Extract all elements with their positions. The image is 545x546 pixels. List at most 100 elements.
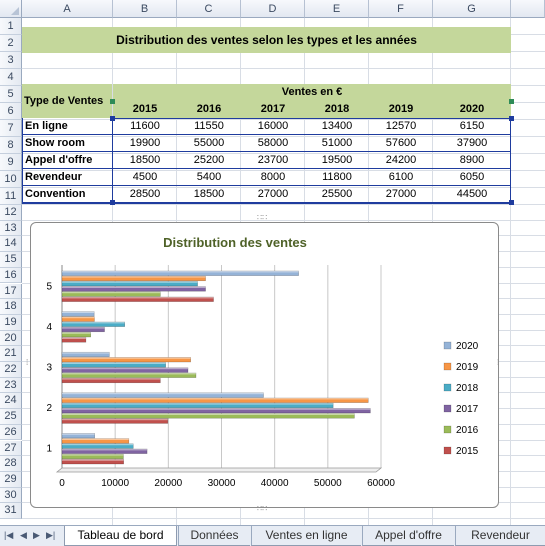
chart-resize-handle-top[interactable]: ∷∷ — [257, 213, 268, 222]
bar-2015-cat-4[interactable] — [61, 337, 87, 343]
row-header-26[interactable]: 26 — [0, 424, 22, 441]
bar-2019-cat-3[interactable] — [61, 357, 191, 363]
row-header-2[interactable]: 2 — [0, 35, 22, 52]
bar-2015-cat-2[interactable] — [61, 418, 169, 424]
row-label[interactable]: Convention — [22, 186, 112, 203]
year-header-2018[interactable]: 2018 — [305, 101, 369, 118]
ventes-header[interactable]: Ventes en € — [113, 84, 511, 101]
row-header-17[interactable]: 17 — [0, 283, 22, 300]
column-header-f[interactable]: F — [369, 0, 433, 18]
row-header-7[interactable]: 7 — [0, 120, 22, 137]
last-sheet-icon[interactable]: ▶| — [46, 530, 56, 540]
row-header-4[interactable]: 4 — [0, 69, 22, 86]
bar-2017-cat-5[interactable] — [61, 286, 206, 292]
row-header-25[interactable]: 25 — [0, 409, 22, 425]
row-label[interactable]: Revendeur — [22, 169, 112, 186]
column-header-c[interactable]: C — [177, 0, 241, 18]
row-header-27[interactable]: 27 — [0, 440, 22, 457]
bar-2020-cat-5[interactable] — [61, 270, 299, 276]
bar-2015-cat-3[interactable] — [61, 377, 161, 384]
table-cell[interactable]: 6100 — [369, 169, 433, 186]
bar-2018-cat-4[interactable] — [61, 321, 125, 327]
bar-2017-cat-4[interactable] — [61, 326, 105, 333]
column-header-g[interactable]: G — [433, 0, 511, 18]
row-label[interactable]: En ligne — [22, 118, 112, 135]
sheet-tab-2[interactable]: Ventes en ligne — [251, 526, 361, 546]
row-label[interactable]: Appel d'offre — [22, 152, 112, 169]
bar-2016-cat-1[interactable] — [61, 453, 124, 460]
table-cell[interactable]: 25200 — [177, 152, 241, 169]
chart-resize-handle-bottom[interactable]: ∷∷ — [257, 504, 268, 513]
bar-2020-cat-1[interactable] — [61, 433, 95, 439]
table-cell[interactable]: 6050 — [433, 169, 511, 186]
selection-handle[interactable] — [509, 99, 514, 104]
bar-2017-cat-1[interactable] — [61, 448, 148, 454]
bar-2020-cat-3[interactable] — [61, 351, 110, 358]
bar-2016-cat-5[interactable] — [61, 291, 161, 297]
bar-2020-cat-4[interactable] — [61, 311, 95, 317]
bar-2017-cat-2[interactable] — [61, 408, 371, 414]
sheet-tab-4[interactable]: Revendeur — [455, 526, 545, 546]
row-header-13[interactable]: 13 — [0, 220, 22, 237]
table-cell[interactable]: 16000 — [241, 118, 305, 135]
bar-2020-cat-2[interactable] — [61, 392, 264, 398]
row-header-28[interactable]: 28 — [0, 456, 22, 472]
year-header-2016[interactable]: 2016 — [177, 101, 241, 118]
row-header-5[interactable]: 5 — [0, 86, 22, 103]
sheet-tab-0[interactable]: Tableau de bord — [64, 526, 177, 546]
row-header-31[interactable]: 31 — [0, 503, 22, 519]
selection-handle[interactable] — [509, 116, 514, 121]
column-header-a[interactable]: A — [22, 0, 113, 18]
bar-2019-cat-4[interactable] — [61, 316, 95, 322]
bar-2016-cat-4[interactable] — [61, 332, 91, 338]
bar-2019-cat-2[interactable] — [61, 397, 369, 403]
row-header-14[interactable]: 14 — [0, 236, 22, 253]
table-cell[interactable]: 24200 — [369, 152, 433, 169]
bar-2018-cat-2[interactable] — [61, 402, 334, 409]
table-cell[interactable]: 23700 — [241, 152, 305, 169]
table-cell[interactable]: 6150 — [433, 118, 511, 135]
next-sheet-icon[interactable]: ▶ — [33, 530, 40, 540]
row-header-23[interactable]: 23 — [0, 377, 22, 394]
row-header-20[interactable]: 20 — [0, 330, 22, 347]
table-cell[interactable]: 58000 — [241, 135, 305, 152]
chart-resize-handle-right[interactable]: ⁞ — [497, 358, 500, 367]
row-header-19[interactable]: 19 — [0, 314, 22, 331]
chart-object[interactable]: Distribution des ventes 0 10000 20000 30000 4… — [30, 222, 499, 508]
row-header-16[interactable]: 16 — [0, 267, 22, 284]
table-cell[interactable]: 12570 — [369, 118, 433, 135]
row-header-24[interactable]: 24 — [0, 393, 22, 410]
prev-sheet-icon[interactable]: ◀ — [20, 530, 27, 540]
table-cell[interactable]: 11550 — [177, 118, 241, 135]
table-cell[interactable]: 13400 — [305, 118, 369, 135]
row-label[interactable]: Show room — [22, 135, 112, 152]
row-header-29[interactable]: 29 — [0, 471, 22, 488]
column-header-b[interactable]: B — [113, 0, 177, 18]
bar-2019-cat-5[interactable] — [61, 275, 206, 282]
table-cell[interactable]: 4500 — [113, 169, 177, 186]
row-header-30[interactable]: 30 — [0, 487, 22, 504]
row-header-8[interactable]: 8 — [0, 137, 22, 154]
table-cell[interactable]: 51000 — [305, 135, 369, 152]
bar-2015-cat-5[interactable] — [61, 296, 214, 302]
row-header-11[interactable]: 11 — [0, 188, 22, 205]
chart-title[interactable]: Distribution des ventes — [163, 235, 307, 250]
row-header-3[interactable]: 3 — [0, 52, 22, 69]
year-header-2020[interactable]: 2020 — [433, 101, 511, 118]
year-header-2015[interactable]: 2015 — [113, 101, 177, 118]
selection-handle[interactable] — [509, 200, 514, 205]
row-header-10[interactable]: 10 — [0, 171, 22, 188]
column-header-d[interactable]: D — [241, 0, 305, 18]
bar-2017-cat-3[interactable] — [61, 367, 189, 373]
table-cell[interactable]: 57600 — [369, 135, 433, 152]
row-header-6[interactable]: 6 — [0, 103, 22, 120]
row-header-22[interactable]: 22 — [0, 362, 22, 378]
chart-resize-handle-left[interactable]: ⁞ — [26, 358, 29, 367]
first-sheet-icon[interactable]: |◀ — [4, 530, 14, 540]
bar-2016-cat-2[interactable] — [61, 413, 355, 419]
table-cell[interactable]: 55000 — [177, 135, 241, 152]
sheet-title-cell[interactable]: Distribution des ventes selon les types … — [22, 27, 511, 53]
bar-2015-cat-1[interactable] — [61, 459, 124, 465]
year-header-2019[interactable]: 2019 — [369, 101, 433, 118]
